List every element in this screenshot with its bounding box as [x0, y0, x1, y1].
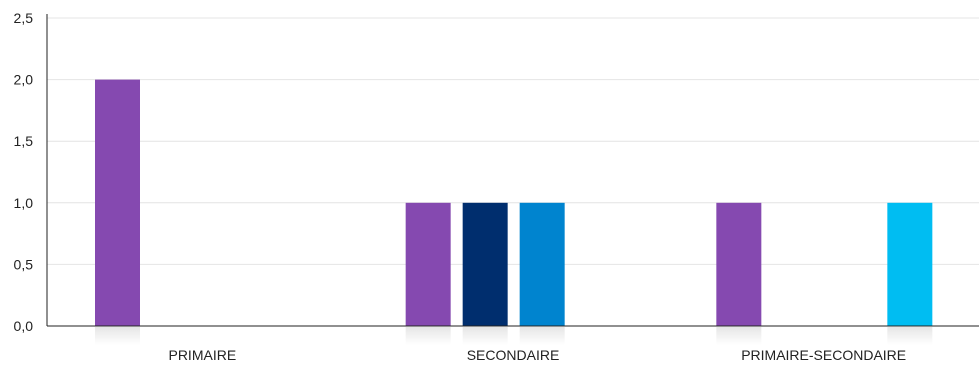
- x-tick-label: SECONDAIRE: [467, 347, 560, 363]
- bar: [887, 202, 933, 326]
- bar: [716, 202, 762, 326]
- bar-reflection: [887, 327, 933, 345]
- y-tick-label: 1,0: [14, 195, 34, 211]
- bar: [462, 202, 508, 326]
- bar-reflection: [405, 327, 451, 345]
- bar-reflection: [462, 327, 508, 345]
- x-tick-label: PRIMAIRE-SECONDAIRE: [741, 347, 906, 363]
- y-tick-label: 0,5: [14, 256, 34, 272]
- bar: [405, 202, 451, 326]
- x-tick-label: PRIMAIRE: [168, 347, 236, 363]
- y-tick-label: 0,0: [14, 318, 34, 334]
- bar-reflection: [95, 327, 140, 345]
- bar: [95, 79, 140, 326]
- bar: [519, 202, 565, 326]
- bar-reflection: [716, 327, 762, 345]
- x-axis-category-labels: PRIMAIRE SECONDAIRE PRIMAIRE-SECONDAIRE: [168, 347, 906, 363]
- gridlines: [47, 17, 979, 265]
- bar-reflection: [519, 327, 565, 345]
- axes: [46, 14, 979, 327]
- baseline-shadow: [95, 327, 933, 345]
- y-axis-tick-labels: 0,0 0,5 1,0 1,5 2,0 2,5: [14, 10, 34, 334]
- y-tick-label: 1,5: [14, 133, 34, 149]
- y-tick-label: 2,0: [14, 72, 34, 88]
- y-tick-label: 2,5: [14, 10, 34, 26]
- bars: [95, 79, 933, 326]
